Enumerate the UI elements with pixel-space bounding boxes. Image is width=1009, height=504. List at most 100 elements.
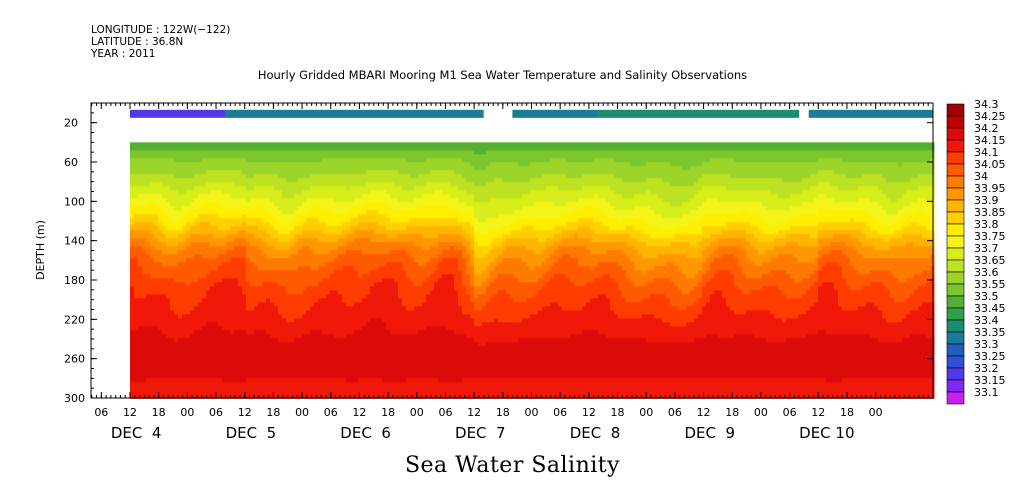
chart-title: Hourly Gridded MBARI Mooring M1 Sea Wate…	[0, 68, 1009, 82]
salinity-cell	[374, 142, 379, 147]
salinity-cell	[490, 194, 495, 199]
salinity-cell	[498, 174, 503, 179]
salinity-cell	[418, 194, 423, 199]
salinity-cell	[334, 190, 339, 195]
salinity-cell	[894, 166, 899, 171]
salinity-cell	[618, 198, 623, 203]
salinity-cell	[662, 230, 667, 235]
salinity-cell	[542, 214, 547, 219]
salinity-cell	[166, 214, 171, 219]
salinity-cell	[230, 202, 235, 207]
salinity-cell	[506, 210, 511, 215]
salinity-cell	[838, 194, 843, 199]
salinity-cell	[838, 210, 843, 215]
salinity-cell	[790, 178, 795, 183]
salinity-cell	[230, 154, 235, 159]
salinity-cell	[442, 146, 447, 151]
salinity-cell	[262, 210, 267, 215]
salinity-cell	[138, 210, 143, 215]
salinity-cell	[258, 174, 263, 179]
salinity-cell	[538, 222, 543, 227]
salinity-cell	[898, 214, 903, 219]
salinity-cell	[390, 202, 395, 207]
salinity-cell	[250, 214, 255, 219]
salinity-cell	[318, 222, 323, 227]
salinity-cell	[878, 198, 883, 203]
salinity-cell	[534, 178, 539, 183]
salinity-cell	[746, 198, 751, 203]
salinity-cell	[518, 194, 523, 199]
salinity-cell	[734, 222, 739, 227]
salinity-cell	[342, 174, 347, 179]
salinity-cell	[654, 194, 659, 199]
salinity-cell	[774, 214, 779, 219]
salinity-cell	[514, 158, 519, 163]
salinity-cell	[714, 166, 719, 171]
salinity-cell	[738, 170, 743, 175]
salinity-cell	[614, 174, 619, 179]
salinity-cell	[646, 230, 651, 235]
salinity-cell	[570, 214, 575, 219]
salinity-cell	[930, 206, 935, 211]
salinity-cell	[562, 222, 567, 227]
salinity-cell	[138, 142, 143, 147]
salinity-cell	[378, 218, 383, 223]
salinity-cell	[698, 230, 703, 235]
salinity-cell	[894, 222, 899, 227]
salinity-cell	[182, 202, 187, 207]
salinity-cell	[778, 198, 783, 203]
salinity-cell	[606, 174, 611, 179]
salinity-cell	[582, 194, 587, 199]
salinity-cell	[326, 158, 331, 163]
salinity-cell	[430, 214, 435, 219]
salinity-cell	[594, 150, 599, 155]
salinity-cell	[650, 158, 655, 163]
salinity-cell	[766, 174, 771, 179]
salinity-cell	[250, 178, 255, 183]
salinity-cell	[178, 178, 183, 183]
salinity-cell	[794, 198, 799, 203]
salinity-cell	[538, 234, 543, 239]
salinity-cell	[670, 198, 675, 203]
salinity-cell	[750, 222, 755, 227]
salinity-cell	[278, 202, 283, 207]
salinity-cell	[534, 170, 539, 175]
salinity-cell	[226, 142, 231, 147]
salinity-cell	[514, 162, 519, 167]
salinity-cell	[710, 162, 715, 167]
salinity-cell	[150, 194, 155, 199]
salinity-cell	[450, 194, 455, 199]
salinity-cell	[294, 158, 299, 163]
salinity-cell	[242, 202, 247, 207]
salinity-cell	[618, 238, 623, 243]
salinity-cell	[782, 238, 787, 243]
salinity-cell	[362, 234, 367, 239]
salinity-cell	[138, 158, 143, 163]
salinity-cell	[898, 194, 903, 199]
salinity-cell	[778, 218, 783, 223]
salinity-cell	[238, 150, 243, 155]
salinity-cell	[222, 190, 227, 195]
salinity-cell	[298, 158, 303, 163]
salinity-cell	[766, 206, 771, 211]
salinity-cell	[710, 234, 715, 239]
salinity-cell	[914, 226, 919, 231]
salinity-cell	[330, 210, 335, 215]
salinity-cell	[698, 150, 703, 155]
salinity-cell	[702, 234, 707, 239]
salinity-cell	[370, 226, 375, 231]
salinity-cell	[810, 222, 815, 227]
salinity-cell	[894, 194, 899, 199]
salinity-cell	[226, 230, 231, 235]
salinity-cell	[134, 142, 139, 147]
salinity-cell	[726, 154, 731, 159]
salinity-cell	[430, 222, 435, 227]
salinity-cell	[178, 226, 183, 231]
salinity-cell	[718, 214, 723, 219]
salinity-cell	[802, 142, 807, 147]
salinity-cell	[130, 154, 135, 159]
salinity-cell	[482, 214, 487, 219]
salinity-cell	[790, 194, 795, 199]
salinity-cell	[318, 166, 323, 171]
salinity-cell	[274, 186, 279, 191]
